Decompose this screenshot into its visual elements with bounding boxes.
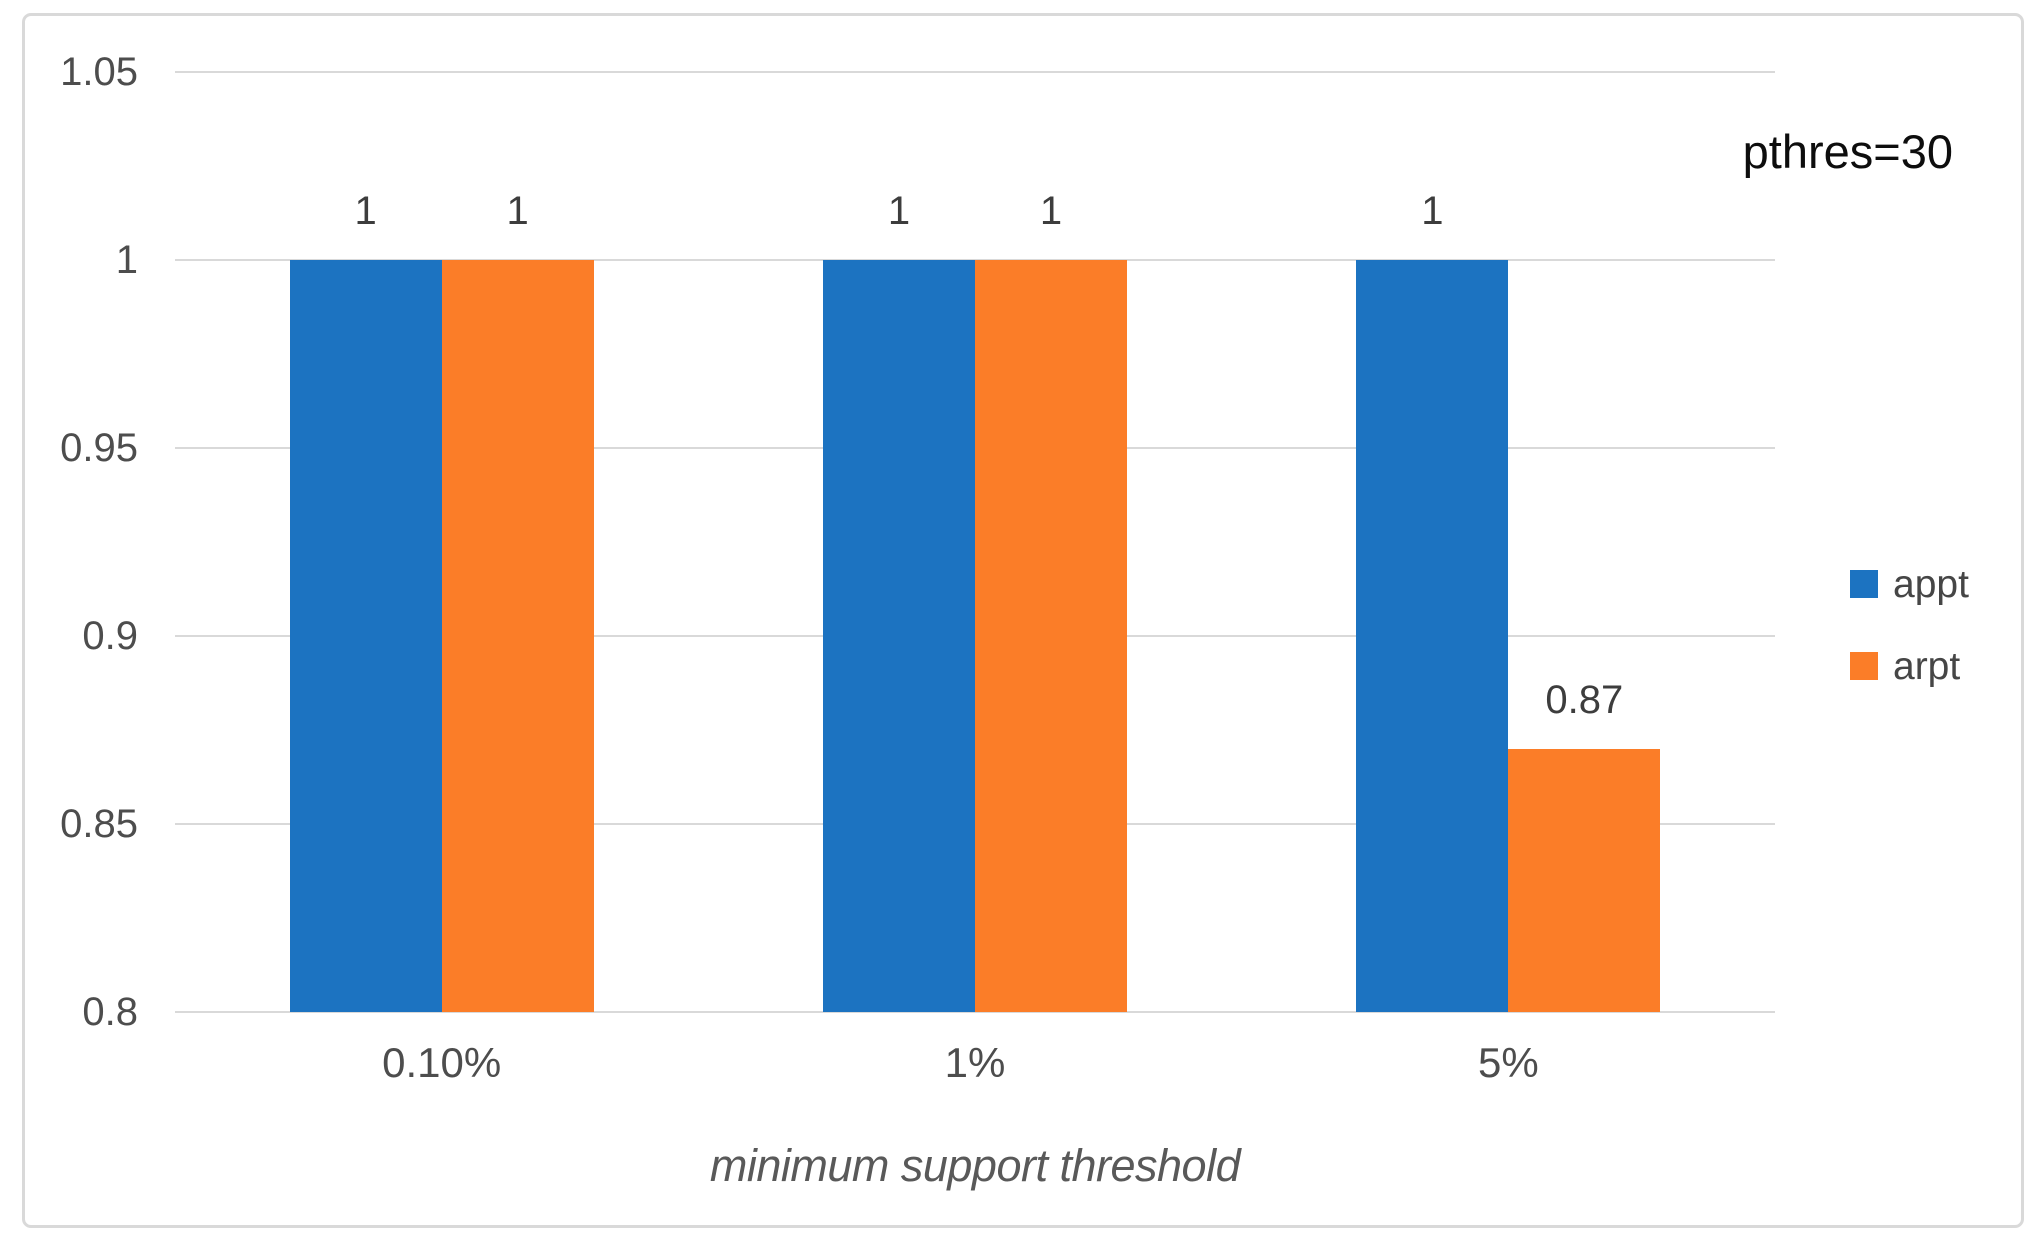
x-tick-label-0.10%: 0.10% — [382, 1039, 502, 1086]
gridline-y-0.8 — [175, 1011, 1775, 1013]
bar-value-label: 1 — [506, 189, 529, 233]
bar-value-label: 1 — [1421, 189, 1444, 233]
bar-value-label: 0.87 — [1545, 677, 1624, 722]
y-tick-label: 0.95 — [60, 426, 138, 470]
legend-swatch-appt — [1850, 570, 1878, 598]
legend-swatch-arpt — [1850, 652, 1878, 680]
y-tick-label: 0.85 — [60, 802, 138, 846]
bar-arpt-1% — [975, 260, 1127, 1012]
x-tick-label-5%: 5% — [1477, 1039, 1539, 1086]
legend-item-appt: appt — [1850, 556, 1969, 612]
y-tick-label: 0.9 — [82, 614, 138, 658]
legend-label-arpt: arpt — [1893, 644, 1961, 688]
y-tick-label: 1.05 — [60, 50, 138, 94]
y-tick-label: 1 — [115, 238, 138, 282]
bar-appt-0.10% — [289, 260, 442, 1012]
bar-arpt-5% — [1508, 748, 1661, 1012]
bar-arpt-0.10% — [441, 260, 594, 1012]
legend-item-arpt: arpt — [1850, 638, 1969, 694]
gridline-y-1.05 — [175, 71, 1775, 73]
bar-appt-1% — [823, 260, 975, 1012]
annotation-pthres: pthres=30 — [1742, 125, 1953, 178]
bar-appt-5% — [1356, 260, 1509, 1012]
legend: appt arpt — [1850, 556, 1969, 720]
x-tick-label-1%: 1% — [944, 1039, 1006, 1086]
x-axis-title: minimum support threshold — [709, 1140, 1241, 1191]
legend-label-appt: appt — [1893, 562, 1969, 606]
bar-value-label: 1 — [887, 189, 911, 233]
y-tick-label: 0.8 — [82, 990, 138, 1034]
bar-value-label: 1 — [1039, 189, 1063, 233]
bar-value-label: 1 — [354, 189, 377, 233]
